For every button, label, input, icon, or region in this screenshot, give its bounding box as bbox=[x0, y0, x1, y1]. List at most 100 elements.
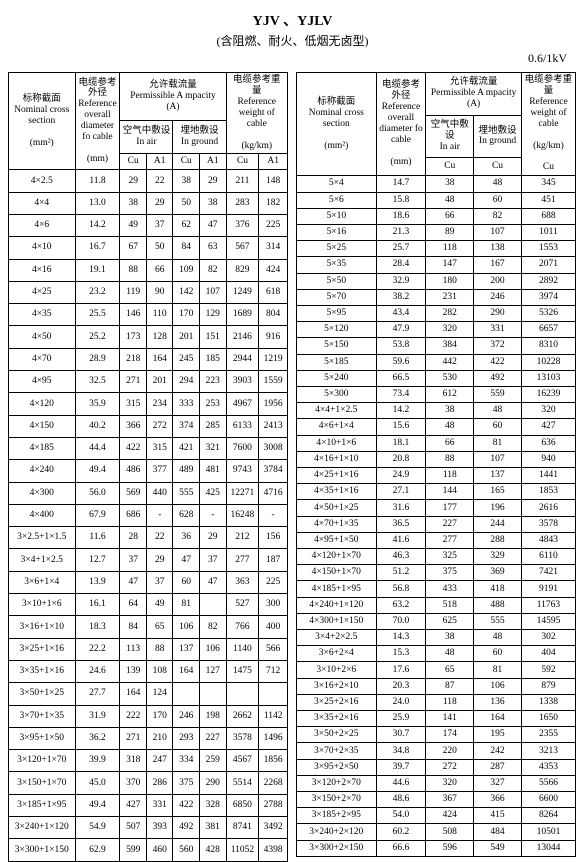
table-cell: 141 bbox=[426, 711, 474, 727]
table-cell: 16239 bbox=[521, 386, 575, 402]
table-cell: 4×25 bbox=[9, 281, 76, 303]
table-cell: 507 bbox=[120, 816, 147, 838]
table-cell: 47 bbox=[120, 571, 147, 593]
table-cell: 70.0 bbox=[376, 613, 426, 629]
table-cell: 32.9 bbox=[376, 273, 426, 289]
table-row: 3×300+1×15062.9599460560428110524398 bbox=[9, 839, 288, 862]
table-row: 4×5025.21731282011512146916 bbox=[9, 326, 288, 348]
table-cell: 4×240+1×120 bbox=[297, 597, 377, 613]
table-cell: 4×120+1×70 bbox=[297, 548, 377, 564]
col-header-ampacity: 允许载流量 Permissible A mpacity (A) bbox=[120, 73, 226, 121]
table-cell: 14.2 bbox=[376, 403, 426, 419]
table-row: 3×25+2×1624.01181361338 bbox=[297, 694, 576, 710]
table-cell: 27.1 bbox=[376, 484, 426, 500]
table-cell: 106 bbox=[200, 638, 227, 660]
table-cell: 48 bbox=[426, 646, 474, 662]
table-cell: 4967 bbox=[226, 393, 259, 415]
table-cell: 44.4 bbox=[75, 437, 120, 459]
table-cell: 530 bbox=[426, 370, 474, 386]
table-cell: 60 bbox=[173, 571, 200, 593]
table-cell: 54.0 bbox=[376, 808, 426, 824]
table-row: 4×35+1×1627.11441651853 bbox=[297, 484, 576, 500]
table-cell: 34.8 bbox=[376, 743, 426, 759]
table-cell: 227 bbox=[426, 516, 474, 532]
table-cell: 137 bbox=[173, 638, 200, 660]
col-header-ampacity: 允许载流量 Permissible A mpacity (A) bbox=[426, 73, 521, 116]
table-cell: - bbox=[200, 504, 227, 526]
table-cell: 60 bbox=[474, 646, 522, 662]
table-cell: 10501 bbox=[521, 824, 575, 840]
table-cell: 14.2 bbox=[75, 214, 120, 236]
table-row: 4×30056.0569440555425122714716 bbox=[9, 482, 288, 504]
table-cell: 22 bbox=[146, 170, 173, 192]
table-row: 4×18544.442231542132176003008 bbox=[9, 437, 288, 459]
table-cell: 164 bbox=[146, 348, 173, 370]
table-cell: 2071 bbox=[521, 257, 575, 273]
table-cell: 48 bbox=[474, 629, 522, 645]
table-row: 5×414.73848345 bbox=[297, 176, 576, 192]
table-cell: 180 bbox=[426, 273, 474, 289]
table-cell: 1140 bbox=[226, 638, 259, 660]
col-header-weight: 电缆参考重量 Reference weight of cable (kg/km)… bbox=[521, 73, 575, 176]
table-cell: 625 bbox=[426, 613, 474, 629]
table-cell: 51.2 bbox=[376, 565, 426, 581]
table-cell: 36.5 bbox=[376, 516, 426, 532]
table-cell: 4×10+1×6 bbox=[297, 435, 377, 451]
table-cell: 4×70+1×35 bbox=[297, 516, 377, 532]
table-cell: 60 bbox=[474, 192, 522, 208]
table-cell: 829 bbox=[226, 259, 259, 281]
table-cell: 66.6 bbox=[376, 840, 426, 856]
table-cell: 489 bbox=[173, 460, 200, 482]
table-cell: 38 bbox=[173, 170, 200, 192]
table-cell: 124 bbox=[146, 683, 173, 705]
table-cell: 314 bbox=[259, 237, 288, 259]
table-cell: 3×4+2×2.5 bbox=[297, 629, 377, 645]
table-cell: 211 bbox=[226, 170, 259, 192]
table-cell: 370 bbox=[120, 772, 147, 794]
table-cell: 107 bbox=[474, 224, 522, 240]
table-cell: 5×70 bbox=[297, 289, 377, 305]
table-cell: 1650 bbox=[521, 711, 575, 727]
table-row: 4×413.038295038283182 bbox=[9, 192, 288, 214]
table-row: 5×1018.66682688 bbox=[297, 208, 576, 224]
table-cell: 1856 bbox=[259, 750, 288, 772]
table-cell: 24.9 bbox=[376, 467, 426, 483]
table-cell: 272 bbox=[146, 415, 173, 437]
table-cell: 49 bbox=[146, 594, 173, 616]
table-cell: 14.3 bbox=[376, 629, 426, 645]
table-cell: 47 bbox=[200, 214, 227, 236]
sub-cu: Cu bbox=[426, 158, 474, 176]
table-row: 4×3525.51461101701291689804 bbox=[9, 304, 288, 326]
col-header-inair: 空气中敷设 In air bbox=[120, 120, 173, 154]
table-cell: 56.8 bbox=[376, 581, 426, 597]
table-cell: 3×35+2×16 bbox=[297, 711, 377, 727]
table-row: 5×1621.3891071011 bbox=[297, 224, 576, 240]
table-cell: 13103 bbox=[521, 370, 575, 386]
table-cell: 5×35 bbox=[297, 257, 377, 273]
table-cell: 65 bbox=[146, 616, 173, 638]
table-cell: 37 bbox=[120, 549, 147, 571]
table-cell: 106 bbox=[474, 678, 522, 694]
table-cell: 427 bbox=[120, 794, 147, 816]
table-cell: 16248 bbox=[226, 504, 259, 526]
table-cell: 5326 bbox=[521, 305, 575, 321]
table-cell: 18.6 bbox=[376, 208, 426, 224]
table-cell: 488 bbox=[474, 597, 522, 613]
table-cell: 198 bbox=[200, 705, 227, 727]
table-cell: 253 bbox=[200, 393, 227, 415]
table-cell bbox=[173, 683, 200, 705]
table-cell: 46.3 bbox=[376, 548, 426, 564]
table-cell: 804 bbox=[259, 304, 288, 326]
page-subtitle: (含阻燃、耐火、低烟无卤型) bbox=[8, 32, 577, 49]
table-cell: 384 bbox=[426, 338, 474, 354]
table-row: 3×120+1×7039.931824733425945671856 bbox=[9, 750, 288, 772]
table-cell: 486 bbox=[120, 460, 147, 482]
table-cell: 4×35+1×16 bbox=[297, 484, 377, 500]
table-cell: 48 bbox=[426, 192, 474, 208]
table-cell: 421 bbox=[173, 437, 200, 459]
table-cell: 375 bbox=[426, 565, 474, 581]
sub-cu: Cu bbox=[120, 154, 147, 170]
table-cell: 164 bbox=[474, 711, 522, 727]
table-cell: 1338 bbox=[521, 694, 575, 710]
table-cell: 201 bbox=[146, 371, 173, 393]
